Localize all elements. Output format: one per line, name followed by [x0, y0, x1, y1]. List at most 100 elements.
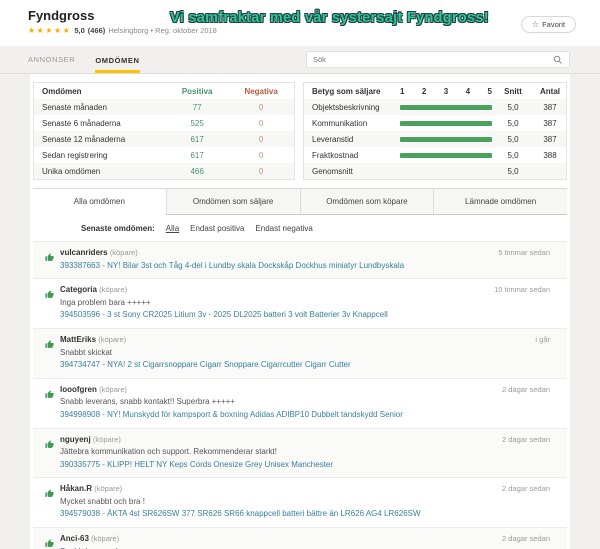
review-body: MattEriks (köpare) Snabbt skickat 39473474… — [60, 335, 460, 371]
positive-count: 617 — [190, 134, 204, 144]
tab-omdömen[interactable]: OMDÖMEN — [95, 56, 139, 73]
rating-count: 387 — [543, 102, 557, 112]
search-input[interactable] — [313, 55, 553, 64]
review-body: vulcanriders (köpare) 393387663 - NY! Bil… — [60, 248, 460, 271]
review-comment: Jättebra kommunikation och support. Reko… — [60, 447, 277, 457]
review-tab[interactable]: Omdömen som säljare — [165, 189, 300, 215]
rating-average: 5,0 — [507, 134, 519, 144]
rating-average: 5,0 — [507, 118, 519, 128]
seller-rating-title: Betyg som säljare — [312, 86, 381, 96]
filter-option[interactable]: Endast negativa — [255, 224, 313, 233]
review-tab[interactable]: Lämnade omdömen — [433, 189, 567, 215]
thumbs-up-icon — [45, 534, 60, 549]
review-timestamp: 2 dagar sedan — [502, 384, 550, 394]
promo-banner: Vi samfraktar med vår systersajt Fyndgro… — [170, 10, 489, 26]
scale-tick: 1 — [400, 86, 405, 96]
positive-count: 617 — [190, 150, 204, 160]
thumbs-up-icon — [45, 285, 60, 321]
search-box — [306, 51, 570, 68]
rating-value: 5,0 — [74, 26, 85, 35]
review-username[interactable]: Categoria — [60, 285, 97, 295]
rating-scale: 1 2 3 4 5 — [400, 87, 492, 96]
review-item-link[interactable]: 394503596 - 3 st Sony CR2025 Litium 3v -… — [60, 310, 388, 320]
favorite-button[interactable]: ☆ Favorit — [520, 16, 576, 33]
rating-bar-track — [400, 104, 492, 110]
negative-count: 0 — [258, 102, 264, 112]
review-item-link[interactable]: 393387663 - NY! Bilar 3st och Tåg 4-del … — [60, 260, 405, 270]
review-row: looofgren (köpare) Snabb leverans, snabb … — [33, 377, 567, 428]
row-label: Senaste 12 månaderna — [42, 134, 126, 144]
rating-bar — [400, 120, 492, 126]
scale-tick: 3 — [443, 86, 449, 96]
thumbs-up-icon — [45, 385, 60, 421]
review-username[interactable]: Anci-63 — [60, 534, 89, 544]
review-username[interactable]: looofgren — [60, 384, 97, 394]
review-item-link[interactable]: 394579038 - ÄKTA 4st SR626SW 377 SR626 S… — [60, 509, 421, 519]
page-title: Fyndgross — [28, 8, 95, 23]
review-body: Håkan.R (köpare) Mycket snabbt och bra ! 3… — [60, 484, 460, 520]
filter-option[interactable]: Endast positiva — [190, 224, 245, 233]
review-comment: Snabbt skickat — [60, 347, 113, 357]
review-user-role: (köpare) — [98, 335, 127, 345]
negative-count: 0 — [258, 134, 264, 144]
review-row: Håkan.R (köpare) Mycket snabbt och bra ! 3… — [33, 477, 567, 527]
seller-rating-row: Leveranstid 5,0 387 — [304, 131, 566, 147]
rating-average: 5,0 — [507, 102, 519, 112]
review-item-link[interactable]: 394734747 - NYA! 2 st Cigarrsnoppare Cig… — [60, 360, 351, 370]
review-row: MattEriks (köpare) Snabbt skickat 39473474… — [33, 328, 567, 378]
review-user-role: (köpare) — [109, 248, 138, 257]
profile-tabs: ANNONSER OMDÖMEN — [28, 55, 140, 73]
review-comment: Mycket snabbt och bra ! — [60, 496, 145, 506]
review-timestamp: 2 dagar sedan — [502, 484, 550, 494]
rating-row: ★★★★★ 5,0 (466) Helsingborg • Reg. oktob… — [0, 23, 600, 35]
review-timestamp: 2 dagar sedan — [502, 434, 550, 444]
review-username[interactable]: Håkan.R — [60, 484, 93, 494]
filter-label: Senaste omdömen: — [81, 224, 155, 233]
scale-tick: 2 — [421, 86, 427, 96]
review-item-link[interactable]: 394998908 - NY! Munskydd för kampsport &… — [60, 409, 403, 419]
seller-rating-row: Kommunikation 5,0 387 — [304, 115, 566, 131]
feedback-count-row: Senaste månaden 77 0 — [34, 99, 294, 115]
rating-count: 387 — [543, 118, 557, 128]
rating-summary: Omdömen Positiva Negativa Senaste månaden 7… — [33, 82, 567, 188]
review-comment: Snabb leverans, snabb kontakt!! Superbra… — [60, 397, 236, 407]
row-label: Senaste 6 månaderna — [42, 118, 121, 128]
star-outline-icon: ☆ — [531, 19, 540, 29]
review-timestamp: 10 timmar sedan — [494, 285, 550, 295]
review-comment: Snabb leverans! — [60, 547, 460, 549]
review-username[interactable]: nguyenj — [60, 434, 91, 444]
filter-option[interactable]: Alla — [165, 224, 180, 233]
review-user-role: (köpare) — [99, 384, 128, 394]
seller-rating-header: Betyg som säljare 1 2 3 4 5 Snitt Antal — [304, 83, 566, 99]
review-username[interactable]: MattEriks — [60, 335, 97, 345]
location-registered: Helsingborg • Reg. oktober 2018 — [108, 26, 217, 35]
search-icon — [553, 55, 562, 64]
positive-count: 77 — [192, 102, 202, 112]
thumbs-up-icon — [45, 335, 60, 371]
row-label: Unika omdömen — [42, 166, 101, 176]
feedback-counts-table: Omdömen Positiva Negativa Senaste månaden 7… — [33, 82, 295, 180]
review-tab[interactable]: Omdömen som köpare — [299, 189, 434, 215]
antal-header: Antal — [540, 86, 560, 96]
rating-average: 5,0 — [507, 166, 519, 176]
profile-header: Fyndgross ★★★★★ 5,0 (466) Helsingborg • … — [0, 0, 600, 46]
rating-bar-track — [400, 152, 492, 158]
review-timestamp: 5 timmar sedan — [498, 248, 550, 257]
rating-category-label: Objektsbeskrivning — [312, 102, 380, 112]
review-user-role: (köpare) — [94, 484, 123, 494]
rating-category-label: Fraktkostnad — [312, 150, 359, 160]
review-username[interactable]: vulcanriders — [60, 248, 108, 257]
filter-options: Alla Endast positiva Endast negativa — [166, 224, 313, 233]
negative-count: 0 — [258, 166, 264, 176]
rating-bar — [400, 104, 492, 110]
review-item-link[interactable]: 390335775 - KLIPP! HELT NY Keps Cords On… — [60, 459, 334, 469]
review-body: nguyenj (köpare) Jättebra kommunikation o… — [60, 435, 460, 471]
row-label: Senaste månaden — [42, 102, 107, 112]
favorite-label: Favorit — [542, 20, 565, 29]
tab-annonser[interactable]: ANNONSER — [28, 55, 76, 64]
row-label: Sedan registrering — [42, 150, 108, 160]
review-tab[interactable]: Alla omdömen — [33, 189, 166, 215]
review-user-row: Categoria (köpare) — [60, 285, 460, 294]
scale-tick: 4 — [465, 86, 471, 96]
